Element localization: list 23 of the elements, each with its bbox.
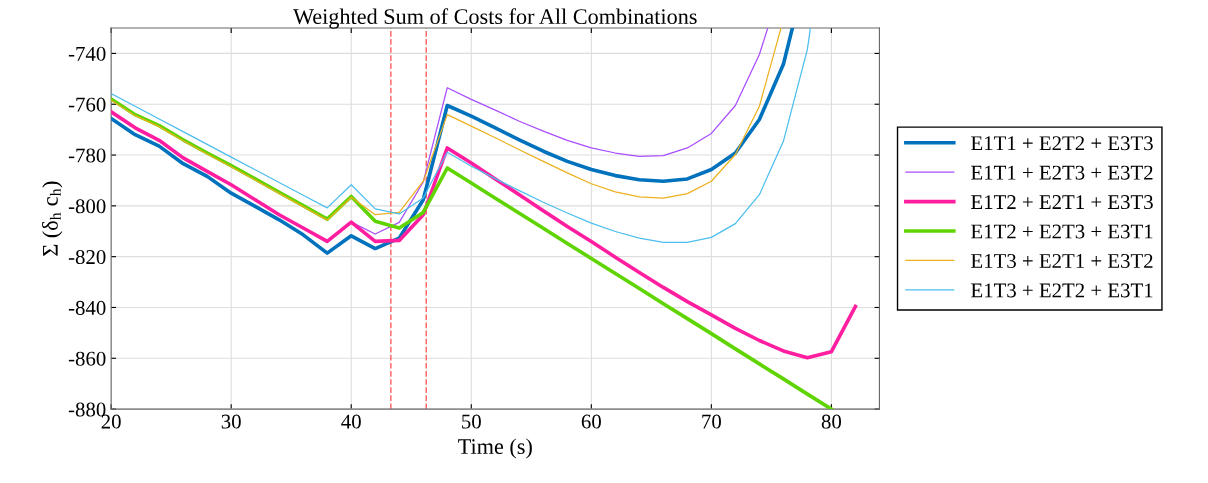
x-tick-label: 40 [341,414,361,429]
y-tick-label: -860 [68,351,106,366]
x-tick-label: 30 [221,414,241,429]
x-tick-label: 70 [702,414,721,429]
x-tick-label: 80 [821,414,842,429]
legend-label: E1T3 + E2T1 + E3T2 [971,253,1153,268]
y-tick-label: -780 [68,148,106,163]
legend-label: E1T1 + E2T3 + E3T2 [971,165,1153,180]
x-tick-label: 60 [581,414,601,429]
legend-label: E1T2 + E2T3 + E3T1 [971,224,1153,239]
legend-label: E1T2 + E2T1 + E3T3 [971,195,1153,210]
x-axis-title: Time (s) [458,438,532,459]
line-series [111,110,858,360]
y-tick-label: -800 [68,199,106,214]
y-tick-label: -740 [68,46,106,61]
y-tick-label: -820 [68,250,106,265]
y-tick-label: -840 [68,300,106,315]
legend-label: E1T3 + E2T2 + E3T1 [971,283,1153,298]
y-axis-title: Σ (δ$_{h}$ c$_{h}$) [42,181,63,256]
x-tick-label: 50 [462,414,481,429]
legend-label: E1T1 + E2T2 + E3T3 [971,136,1153,151]
chart-title: Weighted Sum of Costs for All Combinations [293,8,697,29]
y-tick-label: -760 [68,97,106,112]
